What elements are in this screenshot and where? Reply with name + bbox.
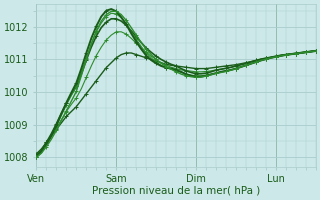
X-axis label: Pression niveau de la mer( hPa ): Pression niveau de la mer( hPa ) xyxy=(92,186,260,196)
